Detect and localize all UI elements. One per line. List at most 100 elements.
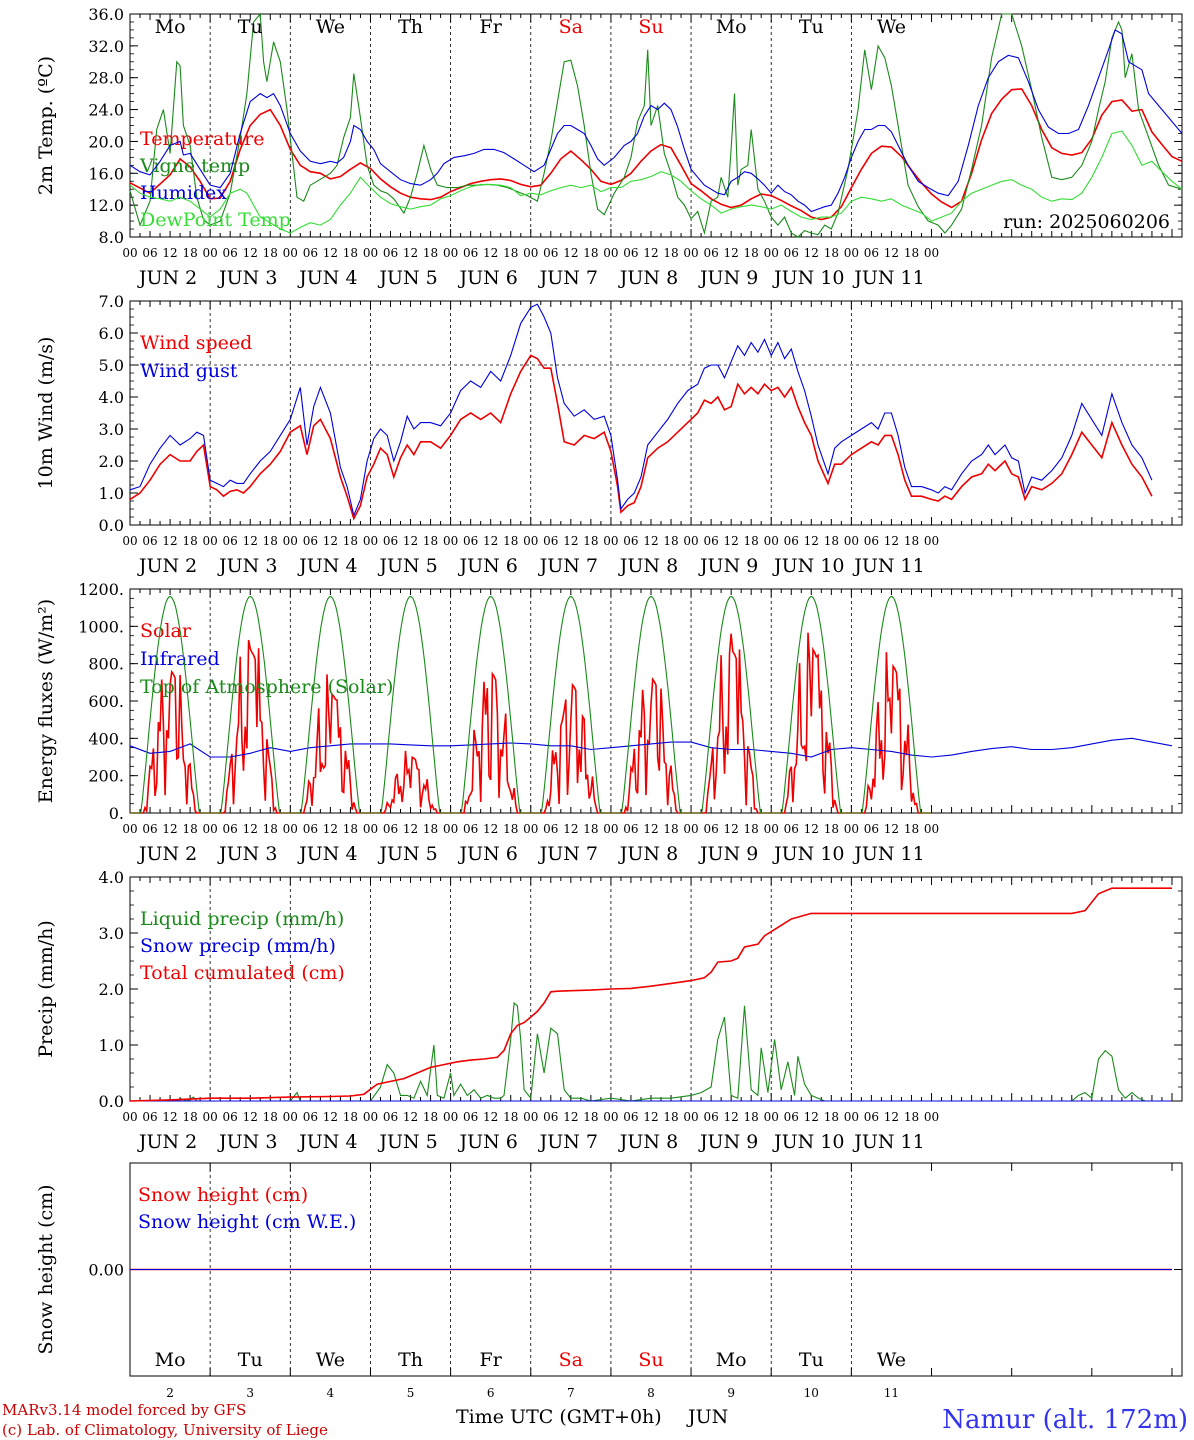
y-tick-label: 800. (88, 655, 124, 674)
day-number: 5 (407, 1386, 415, 1400)
date-label: JUN 2 (137, 555, 197, 577)
hour-tick-label: 00 (122, 246, 137, 260)
y-tick-label: 1.0 (99, 1036, 124, 1055)
hour-tick-label: 18 (744, 246, 759, 260)
date-label: JUN 11 (852, 1131, 924, 1153)
y-axis-label: Snow height (cm) (35, 1184, 57, 1354)
date-label: JUN 9 (698, 555, 758, 577)
hour-tick-label: 00 (764, 822, 779, 836)
hour-tick-label: 12 (804, 246, 819, 260)
y-tick-label: 1200. (78, 580, 124, 599)
hour-tick-label: 00 (203, 1110, 218, 1124)
time-axis-label: Time UTC (GMT+0h) (456, 1406, 662, 1428)
date-label: JUN 4 (297, 843, 357, 865)
legend-entry: Snow height (cm) (138, 1184, 308, 1206)
day-name: Mo (155, 16, 186, 38)
date-label: JUN 11 (852, 555, 924, 577)
legend-entry: Snow precip (mm/h) (140, 935, 336, 957)
model-credit: MARv3.14 model forced by GFS (2, 1401, 246, 1419)
date-label: JUN 10 (772, 555, 844, 577)
y-tick-label: 1000. (78, 617, 124, 636)
hour-tick-label: 00 (924, 246, 939, 260)
hour-tick-label: 06 (223, 1110, 238, 1124)
hour-tick-label: 18 (904, 822, 919, 836)
hour-tick-label: 00 (523, 822, 538, 836)
hour-tick-label: 18 (583, 1110, 598, 1124)
hour-tick-label: 12 (483, 534, 498, 548)
hour-tick-label: 12 (243, 534, 258, 548)
hour-tick-label: 12 (162, 822, 177, 836)
day-name: Fr (480, 1349, 503, 1371)
hour-tick-label: 06 (142, 534, 157, 548)
legend-entry: Liquid precip (mm/h) (140, 908, 344, 930)
hour-tick-label: 06 (703, 822, 718, 836)
hour-tick-label: 12 (323, 534, 338, 548)
day-name: Tu (799, 1349, 824, 1371)
hour-tick-label: 06 (223, 534, 238, 548)
hour-tick-label: 12 (643, 1110, 658, 1124)
y-tick-label: 28.0 (88, 69, 124, 88)
hour-tick-label: 18 (503, 1110, 518, 1124)
hour-tick-label: 18 (824, 534, 839, 548)
day-number: 7 (567, 1386, 575, 1400)
hour-tick-label: 12 (483, 822, 498, 836)
hour-tick-label: 00 (844, 1110, 859, 1124)
hour-tick-label: 06 (303, 534, 318, 548)
date-label: JUN 3 (217, 555, 277, 577)
day-number: 2 (166, 1386, 174, 1400)
hour-tick-label: 12 (804, 534, 819, 548)
hour-tick-label: 00 (844, 534, 859, 548)
series-line-wind-speed (129, 354, 1153, 521)
hour-tick-label: 18 (904, 534, 919, 548)
day-name: Th (398, 1349, 423, 1371)
hour-tick-label: 12 (323, 246, 338, 260)
legend-entry: Wind gust (140, 360, 238, 382)
y-tick-label: 16.0 (88, 164, 124, 183)
y-tick-label: 2.0 (99, 980, 124, 999)
hour-tick-label: 12 (884, 246, 899, 260)
hour-tick-label: 12 (162, 534, 177, 548)
hour-tick-label: 00 (844, 822, 859, 836)
panel-wind: 0.0 1.0 2.0 3.0 4.0 5.0 6.0 7.0 10m Wind (m/s) Wi… (35, 292, 1183, 577)
date-label: JUN 9 (698, 1131, 758, 1153)
hour-tick-label: 00 (283, 822, 298, 836)
hour-tick-label: 00 (924, 1110, 939, 1124)
hour-tick-label: 18 (343, 1110, 358, 1124)
hour-tick-label: 18 (182, 822, 197, 836)
hour-tick-label: 00 (122, 822, 137, 836)
hour-tick-label: 06 (864, 534, 879, 548)
day-name: Su (638, 16, 663, 38)
date-label: JUN 4 (297, 1131, 357, 1153)
lab-credit: (c) Lab. of Climatology, University of L… (2, 1421, 328, 1439)
y-tick-label: 24.0 (88, 101, 124, 120)
day-number: 4 (327, 1386, 335, 1400)
hour-tick-label: 06 (784, 246, 799, 260)
hour-tick-label: 18 (904, 246, 919, 260)
date-label: JUN 3 (217, 843, 277, 865)
hour-tick-label: 06 (223, 246, 238, 260)
y-tick-label: 4.0 (99, 388, 124, 407)
day-name: We (877, 16, 906, 38)
day-name: Su (638, 1349, 663, 1371)
series-line-temperature (129, 88, 1183, 221)
y-tick-label: 12.0 (88, 196, 124, 215)
hour-tick-label: 12 (162, 1110, 177, 1124)
hour-tick-label: 06 (463, 822, 478, 836)
hour-tick-label: 06 (383, 1110, 398, 1124)
hour-tick-label: 00 (203, 246, 218, 260)
hour-tick-label: 00 (443, 246, 458, 260)
hour-tick-label: 18 (423, 246, 438, 260)
date-label: JUN 2 (137, 1131, 197, 1153)
y-tick-label: 6.0 (99, 324, 124, 343)
y-axis-label: 10m Wind (m/s) (35, 337, 57, 490)
hour-tick-label: 12 (403, 534, 418, 548)
hour-tick-label: 12 (643, 534, 658, 548)
hour-tick-label: 18 (744, 1110, 759, 1124)
hour-tick-label: 06 (703, 246, 718, 260)
date-label: JUN 9 (698, 267, 758, 289)
day-name: Mo (716, 16, 747, 38)
hour-tick-label: 06 (784, 822, 799, 836)
hour-tick-label: 18 (423, 534, 438, 548)
date-label: JUN 8 (618, 843, 678, 865)
hour-tick-label: 00 (844, 246, 859, 260)
